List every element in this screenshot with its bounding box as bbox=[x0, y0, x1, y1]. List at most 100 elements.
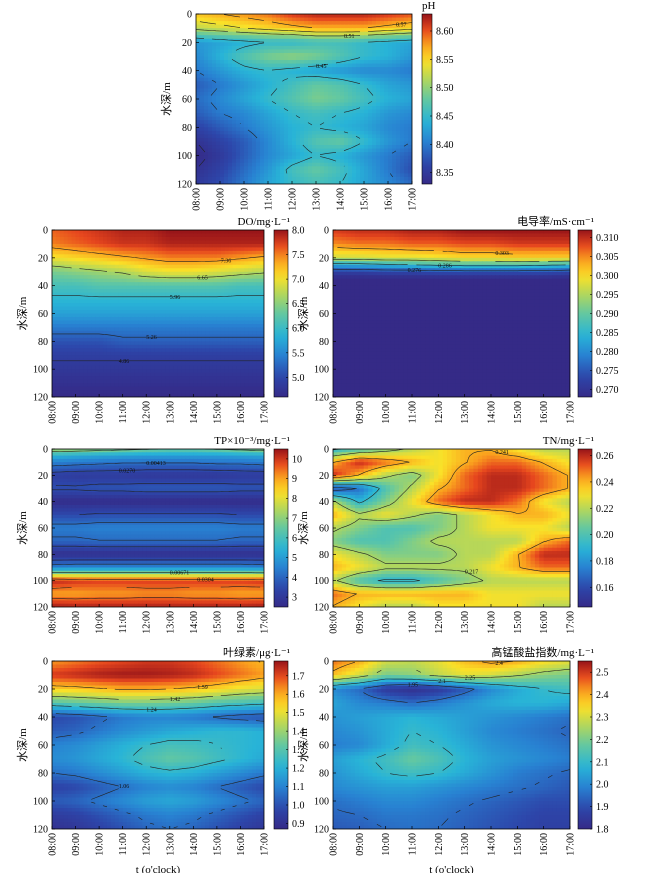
heatmap-cell bbox=[404, 169, 409, 174]
heatmap-cell bbox=[150, 278, 155, 283]
heatmap-cell bbox=[336, 45, 341, 51]
heatmap-cell bbox=[264, 155, 269, 160]
heatmap-cell bbox=[130, 327, 136, 332]
heatmap-cell bbox=[252, 313, 257, 318]
heatmap-cell bbox=[79, 254, 85, 259]
heatmap-cell bbox=[312, 49, 317, 54]
heatmap-cell bbox=[324, 49, 329, 54]
heatmap-cell bbox=[216, 292, 222, 297]
heatmap-cell bbox=[52, 243, 57, 248]
heatmap-cell bbox=[189, 365, 194, 370]
heatmap-cell bbox=[87, 289, 92, 294]
heatmap-cell bbox=[268, 45, 273, 51]
heatmap-cell bbox=[212, 31, 217, 36]
heatmap-cell bbox=[328, 141, 333, 146]
heatmap-cell bbox=[340, 113, 345, 118]
heatmap-cell bbox=[260, 313, 264, 318]
heatmap-cell bbox=[380, 116, 385, 121]
heatmap-cell bbox=[276, 81, 281, 86]
heatmap-cell bbox=[392, 130, 397, 136]
heatmap-cell bbox=[63, 320, 69, 325]
heatmap-cell bbox=[106, 351, 112, 356]
heatmap-cell bbox=[324, 152, 329, 157]
heatmap-cell bbox=[193, 316, 198, 322]
heatmap-cell bbox=[256, 137, 261, 143]
heatmap-cell bbox=[408, 31, 412, 36]
heatmap-cell bbox=[324, 52, 329, 58]
heatmap-cell bbox=[232, 102, 237, 107]
heatmap-cell bbox=[248, 137, 253, 143]
heatmap-cell bbox=[224, 233, 230, 238]
heatmap-cell bbox=[332, 52, 337, 58]
heatmap-cell bbox=[201, 243, 206, 248]
heatmap-cell bbox=[304, 145, 309, 150]
heatmap-cell bbox=[256, 152, 261, 157]
heatmap-cell bbox=[204, 74, 209, 79]
heatmap-cell bbox=[248, 95, 253, 100]
heatmap-cell bbox=[384, 60, 389, 65]
heatmap-cell bbox=[328, 159, 333, 164]
heatmap-cell bbox=[236, 77, 241, 82]
heatmap-cell bbox=[360, 155, 365, 160]
heatmap-cell bbox=[212, 254, 218, 259]
heatmap-cell bbox=[205, 254, 210, 259]
heatmap-cell bbox=[91, 230, 96, 235]
heatmap-cell bbox=[348, 137, 353, 143]
heatmap-cell bbox=[232, 247, 238, 252]
heatmap-cell bbox=[316, 99, 321, 104]
heatmap-cell bbox=[228, 123, 233, 128]
heatmap-cell bbox=[79, 233, 85, 238]
heatmap-cell bbox=[232, 282, 238, 287]
heatmap-cell bbox=[216, 24, 221, 29]
heatmap-cell bbox=[284, 95, 289, 100]
heatmap-cell bbox=[216, 77, 221, 82]
heatmap-cell bbox=[204, 130, 209, 136]
heatmap-cell bbox=[288, 116, 293, 121]
heatmap-cell bbox=[177, 285, 183, 290]
heatmap-cell bbox=[118, 306, 124, 311]
heatmap-cell bbox=[118, 236, 124, 242]
heatmap-cell bbox=[244, 337, 249, 342]
heatmap-cell bbox=[87, 310, 92, 315]
heatmap-cell bbox=[252, 316, 257, 322]
heatmap-cell bbox=[212, 155, 217, 160]
heatmap-cell bbox=[392, 63, 397, 68]
heatmap-cell bbox=[232, 148, 237, 153]
heatmap-cell bbox=[197, 278, 202, 283]
heatmap-cell bbox=[388, 56, 393, 61]
heatmap-cell bbox=[63, 355, 69, 360]
heatmap-cell bbox=[228, 355, 234, 360]
heatmap-cell bbox=[376, 159, 381, 164]
heatmap-cell bbox=[272, 70, 277, 75]
heatmap-cell bbox=[55, 285, 61, 290]
heatmap-cell bbox=[388, 88, 393, 93]
heatmap-cell bbox=[404, 130, 409, 136]
heatmap-cell bbox=[212, 17, 217, 22]
heatmap-cell bbox=[75, 334, 81, 339]
heatmap-cell bbox=[228, 348, 234, 353]
heatmap-cell bbox=[328, 152, 333, 157]
heatmap-cell bbox=[91, 299, 96, 304]
heatmap-cell bbox=[208, 116, 213, 121]
heatmap-cell bbox=[212, 130, 217, 136]
heatmap-cell bbox=[360, 137, 365, 143]
heatmap-cell bbox=[236, 264, 242, 269]
heatmap-cell bbox=[75, 365, 81, 370]
heatmap-cell bbox=[344, 60, 349, 65]
heatmap-cell bbox=[292, 91, 297, 97]
heatmap-cell bbox=[200, 45, 205, 51]
heatmap-cell bbox=[59, 303, 65, 308]
heatmap-cell bbox=[122, 344, 128, 349]
heatmap-cell bbox=[312, 169, 317, 174]
heatmap-cell bbox=[388, 180, 393, 184]
heatmap-cell bbox=[288, 127, 293, 132]
heatmap-cell bbox=[252, 155, 257, 160]
heatmap-cell bbox=[228, 180, 233, 184]
heatmap-cell bbox=[320, 123, 325, 128]
heatmap-cell bbox=[308, 176, 313, 182]
heatmap-cell bbox=[52, 278, 57, 283]
heatmap-cell bbox=[189, 341, 194, 346]
heatmap-cell bbox=[200, 84, 205, 89]
heatmap-cell bbox=[95, 362, 100, 367]
heatmap-cell bbox=[208, 102, 213, 107]
